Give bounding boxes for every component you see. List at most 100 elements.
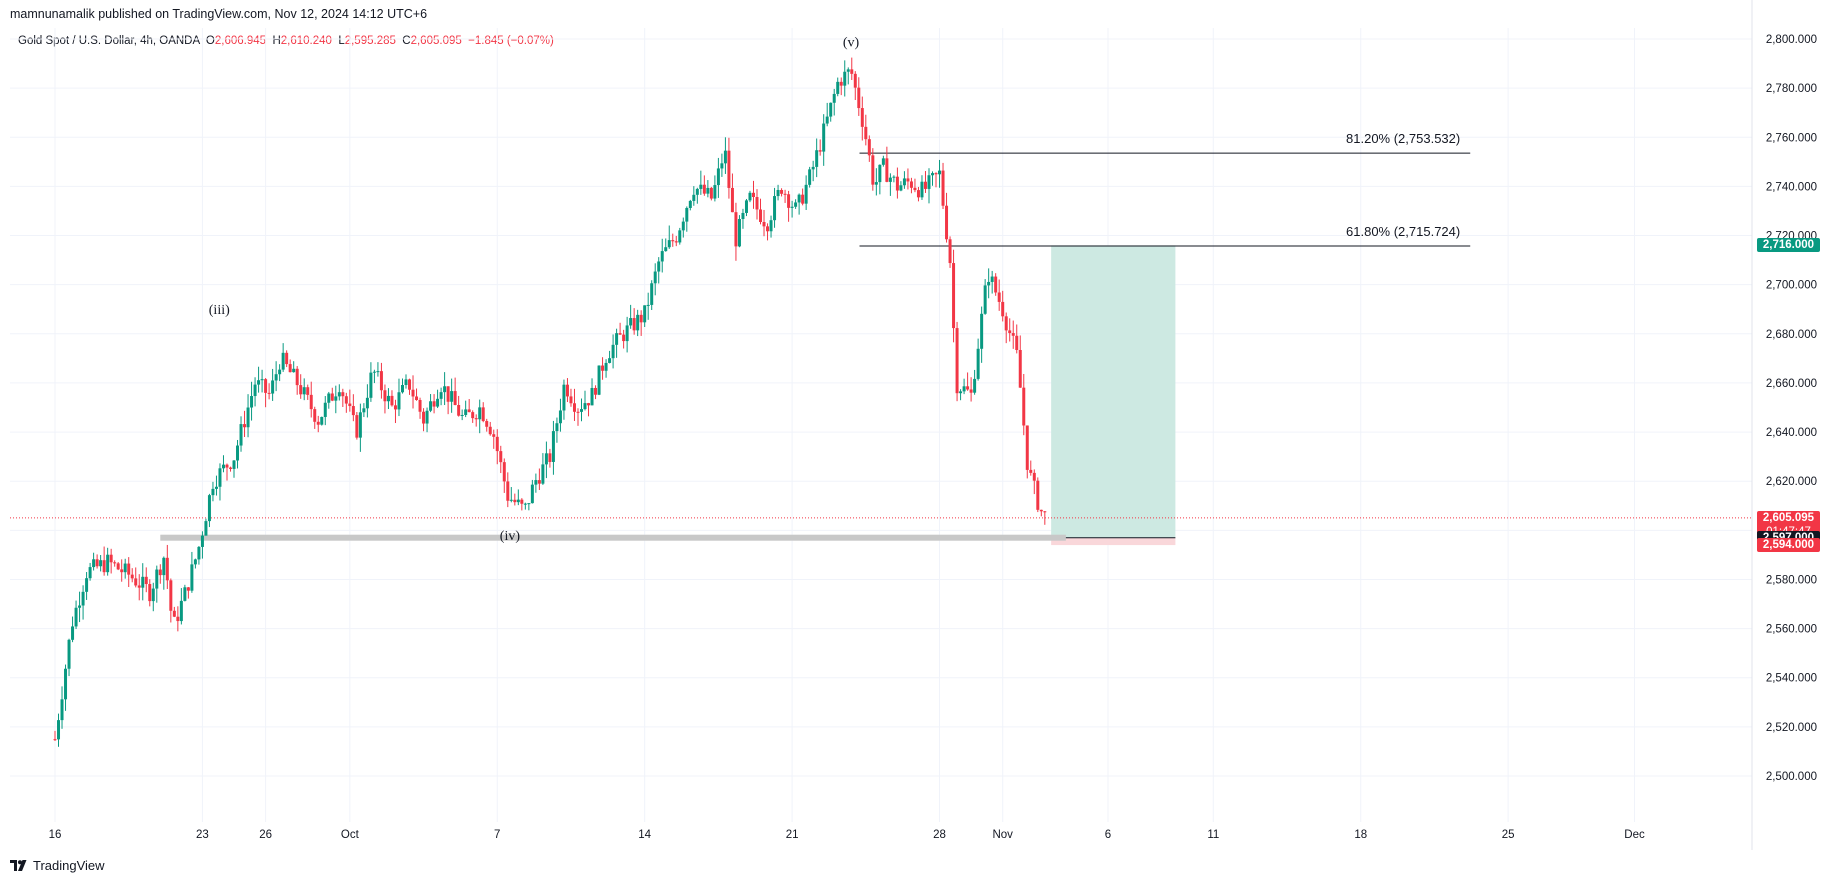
candle-body[interactable] [460,414,464,416]
price-axis[interactable]: 2,500.000 2,520.000 2,540.000 2,560.000 2,58… [1751,0,1817,850]
candle-body[interactable] [190,564,194,591]
candle-body[interactable] [1018,349,1022,388]
candle-body[interactable] [320,416,324,425]
candle-body[interactable] [945,205,949,240]
candle-body[interactable] [471,412,475,419]
candle-body[interactable] [671,240,675,242]
candle-body[interactable] [959,391,963,394]
candle-body[interactable] [99,560,103,567]
candle-body[interactable] [625,325,629,342]
candle-body[interactable] [158,569,162,576]
candle-body[interactable] [513,499,517,503]
candle-body[interactable] [923,181,927,189]
candle-body[interactable] [744,200,748,213]
candle-body[interactable] [92,559,96,568]
candle-body[interactable] [685,207,689,222]
symbol-legend[interactable]: Gold Spot / U.S. Dollar, 4h, OANDA O2,60… [18,35,554,47]
candle-body[interactable] [362,408,366,413]
candle-body[interactable] [523,503,527,505]
candle-body[interactable] [337,392,341,397]
candle-body[interactable] [1001,301,1005,317]
position-zones[interactable] [160,245,1176,546]
candle-body[interactable] [962,386,966,392]
candle-body[interactable] [197,546,201,560]
candle-body[interactable] [706,187,710,194]
candle-body[interactable] [446,386,450,402]
candle-body[interactable] [506,481,510,501]
candle-body[interactable] [516,499,520,503]
candle-body[interactable] [141,576,145,588]
candle-body[interactable] [383,390,387,402]
candle-body[interactable] [766,226,770,232]
candle-body[interactable] [836,81,840,94]
candle-body[interactable] [618,333,622,335]
candle-body[interactable] [660,251,664,262]
candle-body[interactable] [829,102,833,117]
candle-body[interactable] [243,424,247,428]
candle-body[interactable] [278,369,282,375]
candle-body[interactable] [695,188,699,195]
candle-body[interactable] [650,283,654,305]
candle-body[interactable] [162,557,166,576]
candle-body[interactable] [439,392,443,399]
candle-body[interactable] [109,554,113,563]
candle-body[interactable] [422,411,426,424]
candle-body[interactable] [193,559,197,565]
candle-body[interactable] [1011,333,1015,336]
candle-body[interactable] [797,194,801,203]
candle-body[interactable] [372,371,376,373]
candle-body[interactable] [467,409,471,413]
candle-body[interactable] [906,178,910,182]
candle-body[interactable] [499,451,503,463]
candle-body[interactable] [832,93,836,103]
candle-body[interactable] [253,384,257,397]
candle-body[interactable] [555,423,559,432]
candle-body[interactable] [221,464,225,469]
candle-body[interactable] [983,285,987,314]
candle-body[interactable] [674,241,678,243]
candle-body[interactable] [295,368,299,386]
candle-body[interactable] [144,576,148,585]
candle-body[interactable] [871,155,875,185]
candle-body[interactable] [815,150,819,167]
candle-body[interactable] [95,559,99,567]
wave-label[interactable]: (iv) [500,529,521,544]
candle-body[interactable] [457,405,461,416]
candle-body[interactable] [57,720,61,740]
candle-body[interactable] [558,410,562,424]
candle-body[interactable] [948,239,952,264]
candle-body[interactable] [576,411,580,413]
candle-body[interactable] [794,202,798,207]
candle-body[interactable] [938,170,942,175]
candle-body[interactable] [351,406,355,416]
candle-body[interactable] [850,69,854,74]
candle-body[interactable] [895,176,899,191]
candle-body[interactable] [551,431,555,462]
candle-body[interactable] [1004,316,1008,331]
candle-body[interactable] [495,436,499,452]
candle-body[interactable] [727,150,731,188]
candle-body[interactable] [60,699,64,721]
candle-body[interactable] [386,395,390,402]
candle-body[interactable] [544,453,548,465]
candle-body[interactable] [580,409,583,412]
candle-body[interactable] [737,219,741,247]
candle-body[interactable] [846,69,850,72]
candle-body[interactable] [116,563,120,570]
candle-body[interactable] [348,403,352,407]
candle-body[interactable] [864,126,868,140]
fib-level-label[interactable]: 61.80% (2,715.724) [1346,224,1460,239]
candle-body[interactable] [236,445,240,461]
candle-body[interactable] [1043,511,1047,513]
candle-body[interactable] [920,181,924,198]
candle-body[interactable] [776,189,780,197]
candle-body[interactable] [429,401,433,411]
candle-body[interactable] [365,397,369,409]
candle-body[interactable] [102,560,106,573]
candle-body[interactable] [537,480,541,484]
candle-body[interactable] [411,389,415,397]
candle-body[interactable] [113,562,117,564]
candle-body[interactable] [860,108,864,127]
candle-body[interactable] [955,328,959,394]
candle-body[interactable] [885,158,889,182]
